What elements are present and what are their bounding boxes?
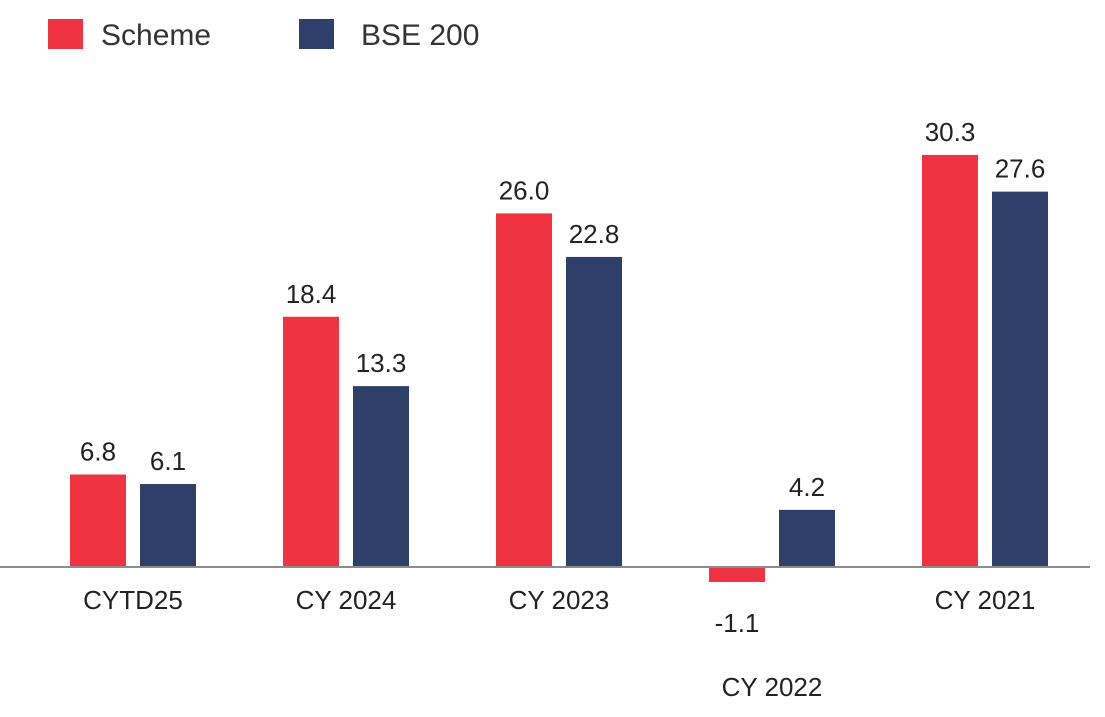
value-label-scheme-cy-2021: 30.3 <box>925 117 976 147</box>
legend-swatch-bse-200 <box>299 19 334 49</box>
category-label-cy-2024: CY 2024 <box>296 585 397 615</box>
value-label-bse-200-cy-2022: 4.2 <box>789 472 825 502</box>
legend-label-bse-200: BSE 200 <box>361 19 479 52</box>
value-label-scheme-cy-2022: -1.1 <box>715 608 760 638</box>
category-label-cytd25: CYTD25 <box>83 585 183 615</box>
bar-scheme-cy-2024 <box>283 316 339 567</box>
bar-bse-200-cy-2023 <box>566 256 622 567</box>
bar-bse-200-cytd25 <box>140 484 196 567</box>
category-label-cy-2021: CY 2021 <box>935 585 1036 615</box>
bar-scheme-cy-2022 <box>709 567 765 582</box>
value-label-scheme-cy-2024: 18.4 <box>286 279 337 309</box>
value-label-scheme-cy-2023: 26.0 <box>499 175 550 205</box>
bars-group <box>70 154 1048 582</box>
legend-label-scheme: Scheme <box>101 19 211 52</box>
value-label-bse-200-cy-2024: 13.3 <box>356 348 407 378</box>
category-labels-group: CYTD25 CY 2024 CY 2023 CY 2022 CY 2021 <box>83 585 1035 702</box>
legend: Scheme BSE 200 <box>48 19 479 52</box>
bar-scheme-cy-2023 <box>496 213 552 567</box>
bar-bse-200-cy-2021 <box>992 191 1048 567</box>
value-label-bse-200-cy-2021: 27.6 <box>995 154 1046 184</box>
bar-bse-200-cy-2024 <box>353 386 409 567</box>
value-label-bse-200-cytd25: 6.1 <box>150 446 186 476</box>
bar-scheme-cytd25 <box>70 474 126 567</box>
bar-scheme-cy-2021 <box>922 154 978 568</box>
category-label-cy-2022: CY 2022 <box>722 672 823 702</box>
value-labels-group: 6.8 6.1 18.4 13.3 26.0 22.8 -1.1 4.2 30.3 27.6 <box>80 117 1045 638</box>
value-label-bse-200-cy-2023: 22.8 <box>569 219 620 249</box>
legend-swatch-scheme <box>48 19 83 49</box>
category-label-cy-2023: CY 2023 <box>509 585 610 615</box>
bar-bse-200-cy-2022 <box>779 509 835 567</box>
value-label-scheme-cytd25: 6.8 <box>80 437 116 467</box>
